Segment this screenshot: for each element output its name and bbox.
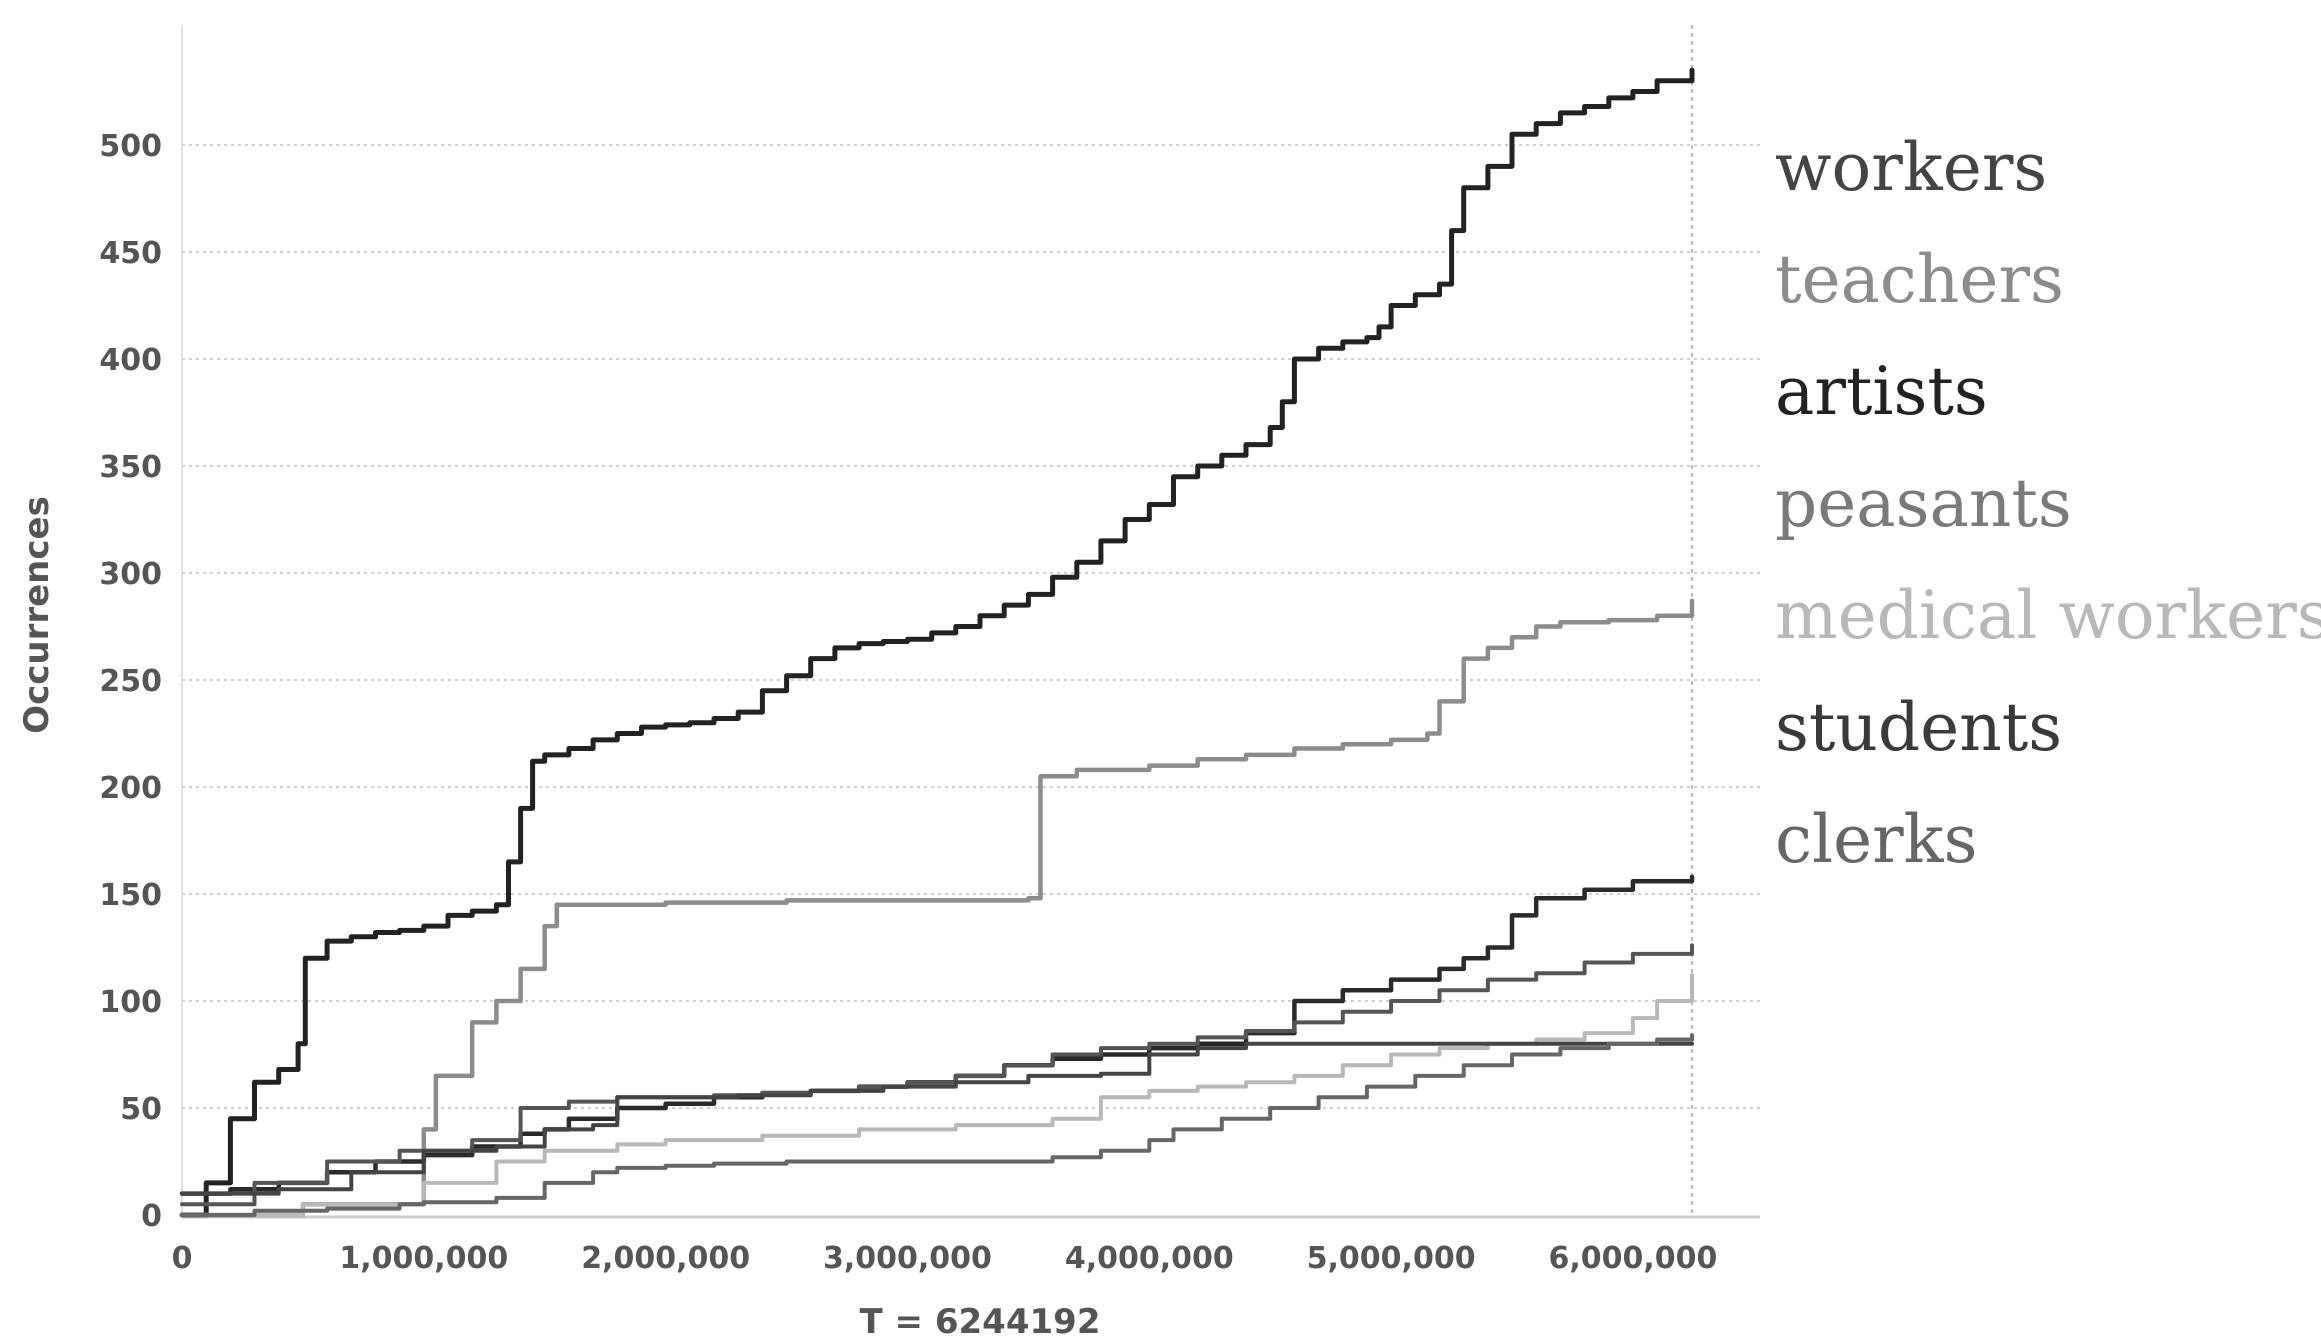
y-tick-label-9: 450: [99, 236, 162, 271]
series-line-5: [180, 1041, 1694, 1196]
y-tick-label-8: 400: [99, 343, 162, 378]
legend-entry-1: teachers: [1775, 241, 2064, 318]
legend-entry-4: medical workers: [1775, 577, 2321, 654]
x-tick-label-5: 5,000,000: [1307, 1241, 1476, 1276]
y-tick-label-3: 150: [99, 878, 162, 913]
series-line-0: [179, 67, 1695, 1218]
y-tick-label-1: 50: [120, 1092, 162, 1127]
x-tick-labels: 0 1,000,000 2,000,000 3,000,000 4,000,000 5,0…: [172, 1241, 1718, 1276]
y-tick-label-6: 300: [99, 557, 162, 592]
y-tick-labels: 0 50 100 150 200 250 300 350 400 450 500: [99, 129, 162, 1234]
x-tick-label-3: 3,000,000: [823, 1241, 992, 1276]
x-tick-label-4: 4,000,000: [1065, 1241, 1234, 1276]
y-tick-label-4: 200: [99, 771, 162, 806]
series-lines: [179, 67, 1695, 1218]
legend-entry-6: clerks: [1775, 801, 1978, 878]
series-line-3: [180, 943, 1694, 1207]
legend-entry-5: students: [1775, 689, 2062, 766]
y-tick-label-2: 100: [99, 985, 162, 1020]
series-line-6: [180, 1033, 1694, 1217]
series-line-4: [180, 973, 1694, 1217]
y-tick-label-0: 0: [141, 1199, 162, 1234]
y-tick-label-5: 250: [99, 664, 162, 699]
x-tick-label-0: 0: [172, 1241, 193, 1276]
y-tick-label-7: 350: [99, 450, 162, 485]
x-axis-title: T = 6244192: [860, 1302, 1101, 1341]
x-tick-label-2: 2,000,000: [581, 1241, 750, 1276]
legend-entry-0: workers: [1775, 129, 2047, 206]
y-axis-title: Occurrences: [17, 496, 57, 734]
y-tick-label-10: 500: [99, 129, 162, 164]
axes: [181, 25, 1760, 1219]
legend-entry-2: artists: [1775, 353, 1988, 430]
series-line-1: [179, 598, 1695, 1218]
legend-entry-3: peasants: [1775, 465, 2072, 542]
legend: workers teachers artists peasants medical wo…: [1775, 129, 2321, 878]
x-tick-label-1: 1,000,000: [339, 1241, 508, 1276]
x-tick-label-6: 6,000,000: [1548, 1241, 1717, 1276]
